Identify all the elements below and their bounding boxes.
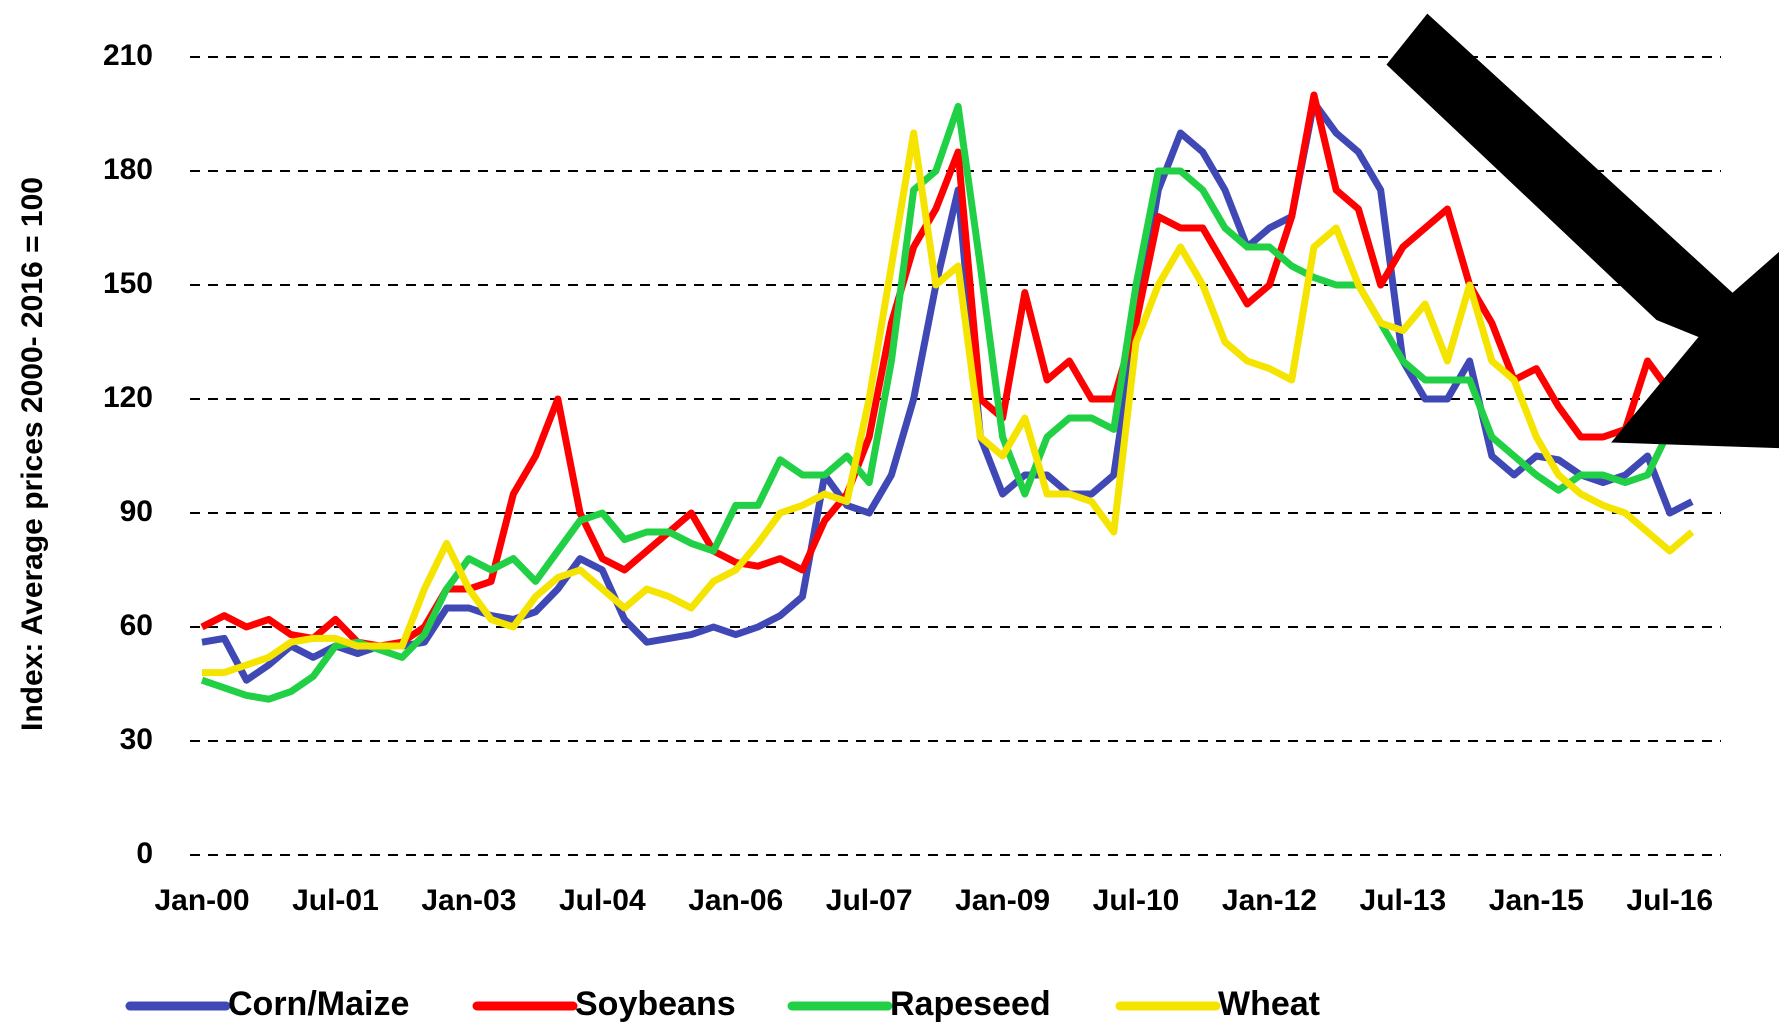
series-line — [201, 99, 1694, 684]
y-tick-label: 180 — [103, 153, 153, 186]
y-tick-label: 150 — [103, 267, 153, 300]
x-tick-label: Jul-04 — [559, 884, 646, 917]
arrow-shape — [1386, 13, 1779, 449]
x-tick-label: Jan-06 — [688, 884, 783, 917]
x-tick-label: Jan-12 — [1222, 884, 1317, 917]
y-tick-label: 60 — [120, 609, 153, 642]
x-tick-label: Jan-15 — [1489, 884, 1584, 917]
y-tick-label: 0 — [136, 837, 153, 870]
x-tick-label: Jul-07 — [826, 884, 913, 917]
y-tick-label: 210 — [103, 39, 153, 72]
legend-label: Rapeseed — [890, 985, 1051, 1023]
x-tick-label: Jan-09 — [955, 884, 1050, 917]
lines — [200, 91, 1695, 703]
y-tick-label: 30 — [120, 723, 153, 756]
legend-label: Wheat — [1218, 985, 1320, 1023]
x-tick-label: Jul-13 — [1360, 884, 1447, 917]
grid — [190, 56, 1721, 856]
arrow — [1386, 13, 1779, 449]
series-line — [200, 102, 1695, 703]
legend-label: Corn/Maize — [228, 985, 409, 1023]
x-tick-label: Jan-00 — [154, 884, 249, 917]
series-line — [202, 129, 1695, 677]
x-tick-label: Jan-03 — [421, 884, 516, 917]
y-tick-label: 120 — [103, 381, 153, 414]
legend-label: Soybeans — [575, 985, 736, 1023]
x-tick-label: Jul-10 — [1093, 884, 1180, 917]
x-tick-label: Jul-16 — [1626, 884, 1713, 917]
x-tick-label: Jul-01 — [292, 884, 379, 917]
y-axis-label: Index: Average prices 2000- 2016 = 100 — [16, 177, 49, 731]
y-tick-label: 90 — [120, 495, 153, 528]
